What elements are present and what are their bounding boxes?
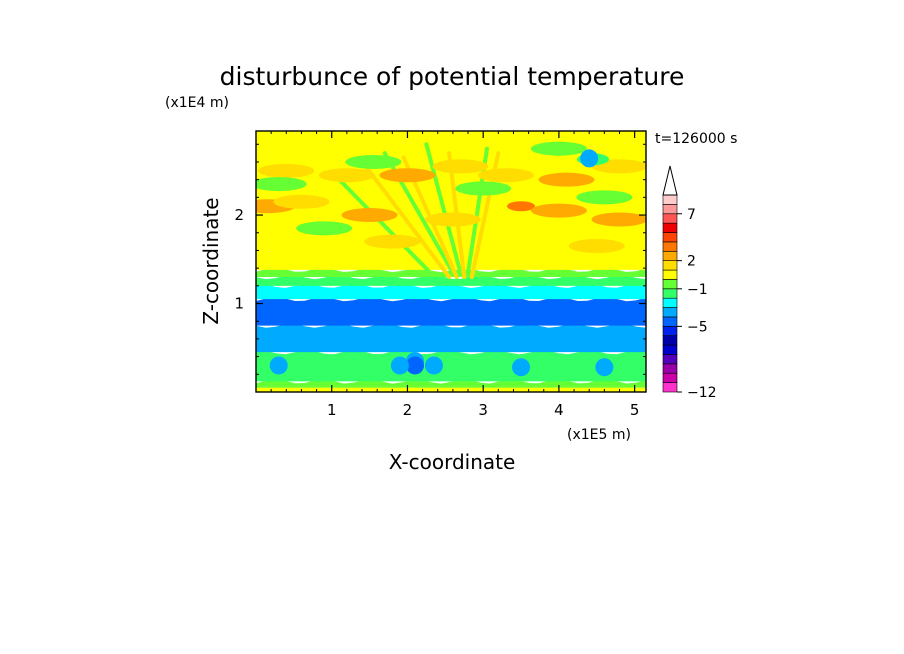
wave-ray xyxy=(363,164,452,279)
contour-blob xyxy=(341,208,398,223)
contour-blob xyxy=(318,168,375,183)
colorbar-segment xyxy=(662,307,678,318)
contour-blob xyxy=(379,168,436,183)
contour-blob xyxy=(269,356,288,375)
colorbar-tick-label: −12 xyxy=(687,385,717,401)
x-unit-label: (x1E5 m) xyxy=(567,427,631,443)
colorbar-segment xyxy=(662,297,678,308)
x-tick-label: 3 xyxy=(478,401,488,419)
colorbar-tick-label: 2 xyxy=(687,254,696,270)
x-tick-label: 5 xyxy=(630,401,640,419)
colorbar-segment xyxy=(662,260,678,271)
contour-layer xyxy=(256,283,646,300)
contour-layer xyxy=(256,323,646,353)
colorbar-segment xyxy=(662,382,678,393)
plot-axes: 1 2 3 4 5 1 2 xyxy=(234,130,647,419)
contour-blob xyxy=(424,356,443,375)
contour-blob xyxy=(424,212,481,227)
contour-blob xyxy=(591,212,646,227)
time-label: t=126000 s xyxy=(655,131,737,147)
chart-title: disturbunce of potential temperature xyxy=(220,62,685,91)
colorbar: −12−5−127 xyxy=(662,165,717,401)
colorbar-segment xyxy=(662,250,678,261)
colorbar-segment xyxy=(662,279,678,290)
colorbar-segment xyxy=(662,213,678,224)
x-axis-label: X-coordinate xyxy=(389,450,516,474)
colorbar-segment xyxy=(662,232,678,243)
contour-blob xyxy=(455,181,512,196)
colorbar-tick-label: −5 xyxy=(687,319,708,335)
x-tick-label: 1 xyxy=(327,401,337,419)
colorbar-tick-label: −1 xyxy=(687,282,708,298)
contour-blob xyxy=(296,221,353,236)
contour-blob xyxy=(477,168,534,183)
contour-blob xyxy=(256,177,307,192)
contour-blob xyxy=(345,154,402,169)
colorbar-segment xyxy=(662,335,678,346)
wave-ray xyxy=(337,177,433,275)
y-tick-label: 2 xyxy=(234,206,244,224)
y-tick-label: 1 xyxy=(234,295,244,313)
colorbar-segment xyxy=(662,372,678,383)
y-axis-label: Z-coordinate xyxy=(199,197,223,324)
colorbar-tick-label: 7 xyxy=(687,207,696,223)
contour-blob xyxy=(258,163,315,178)
colorbar-segment xyxy=(662,194,678,205)
contour-blob xyxy=(406,356,425,375)
x-tick-label: 4 xyxy=(554,401,564,419)
contour-layer xyxy=(256,350,646,382)
plot-frame xyxy=(255,130,647,393)
colorbar-segment xyxy=(662,344,678,355)
colorbar-segment xyxy=(662,363,678,374)
contour-field xyxy=(256,131,646,392)
colorbar-segment xyxy=(662,222,678,233)
contour-blob xyxy=(530,141,587,156)
colorbar-segment xyxy=(662,316,678,327)
contour-blob xyxy=(580,149,599,168)
contour-layer xyxy=(256,296,646,326)
contour-blob xyxy=(512,358,531,377)
contour-blob xyxy=(538,172,595,187)
colorbar-segment xyxy=(662,241,678,252)
contour-blob xyxy=(595,358,614,377)
wave-ray xyxy=(424,142,463,275)
contour-blob xyxy=(390,356,409,375)
contour-blob xyxy=(273,194,330,209)
y-unit-label: (x1E4 m) xyxy=(165,95,229,111)
contour-blob xyxy=(576,190,633,205)
contour-layer xyxy=(256,387,646,392)
colorbar-segment xyxy=(662,204,678,215)
x-tick-label: 2 xyxy=(403,401,413,419)
contour-blob xyxy=(432,159,489,174)
colorbar-segment xyxy=(662,269,678,280)
contour-layer xyxy=(256,274,646,286)
contour-blob xyxy=(568,239,625,254)
colorbar-segment xyxy=(662,326,678,337)
contour-blob xyxy=(507,201,536,212)
contour-blob xyxy=(530,203,587,218)
colorbar-segment xyxy=(662,354,678,365)
colorbar-extension xyxy=(662,165,678,196)
colorbar-segment xyxy=(662,288,678,299)
contour-blob xyxy=(364,234,421,249)
